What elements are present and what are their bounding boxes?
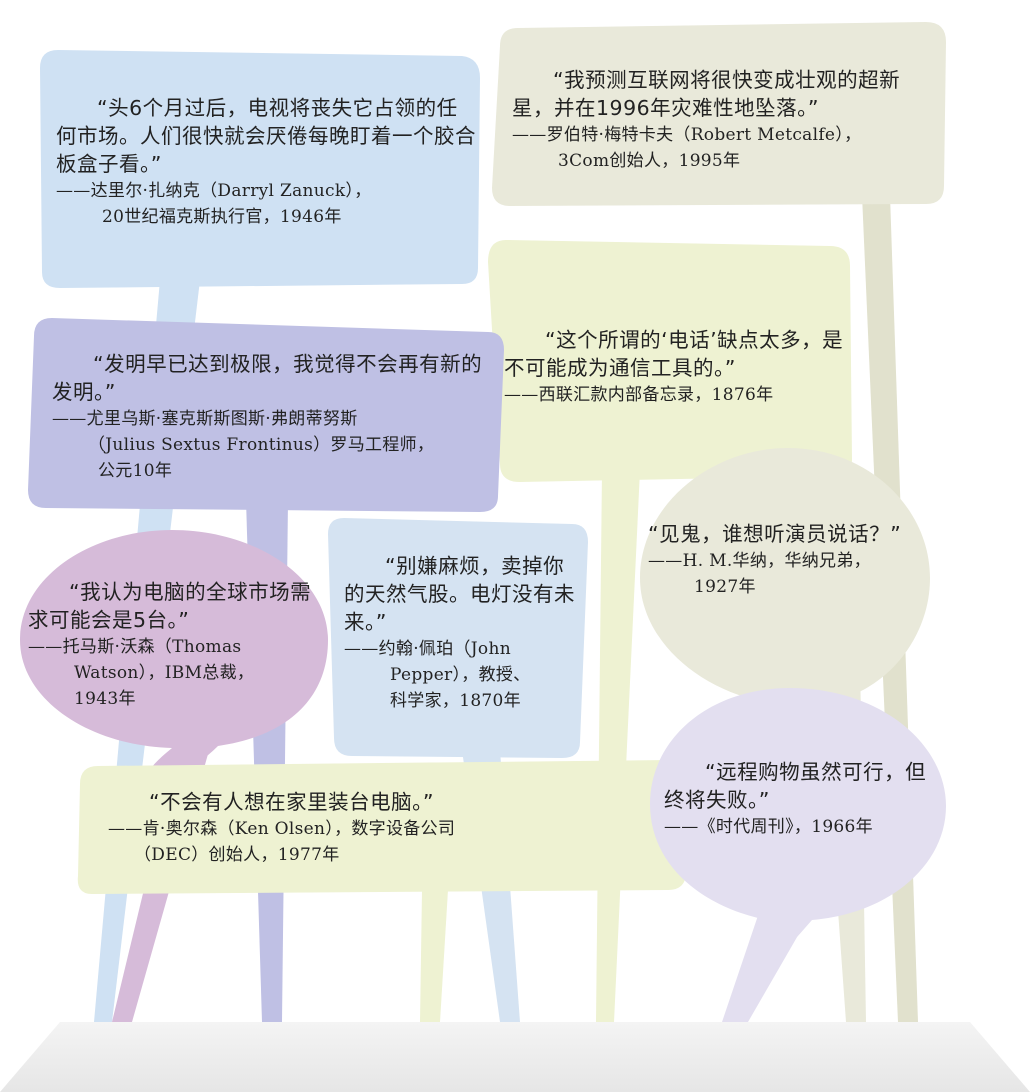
attribution-line: Watson），IBM总裁， xyxy=(74,663,255,683)
quote-attribution: ——达里尔·扎纳克（Darryl Zanuck）， 20世纪福克斯执行官，194… xyxy=(56,178,476,230)
pole-telephone xyxy=(596,470,640,1022)
bubble-shape-warner xyxy=(640,448,930,728)
quote-bubble-zanuck: “头6个月过后，电视将丧失它占领的任何市场。人们很快就会厌倦每晚盯着一个胶合板盒… xyxy=(56,94,476,230)
quote-bubble-watson: “我认为电脑的全球市场需求可能会是5台。” ——托马斯·沃森（Thomas Wa… xyxy=(28,578,314,712)
attribution-line: ——H. M.华纳，华纳兄弟， xyxy=(648,551,871,571)
quote-text: “头6个月过后，电视将丧失它占领的任何市场。人们很快就会厌倦每晚盯着一个胶合板盒… xyxy=(56,96,476,176)
quote-text: “见鬼，谁想听演员说话？” xyxy=(648,522,902,546)
attribution-line: ——尤里乌斯·塞克斯斯图斯·弗朗蒂努斯 xyxy=(52,409,358,429)
attribution-line: 科学家，1870年 xyxy=(390,691,521,711)
quote-bubble-time: “远程购物虽然可行，但终将失败。” ——《时代周刊》，1966年 xyxy=(664,758,942,840)
attribution-line: 20世纪福克斯执行官，1946年 xyxy=(102,207,342,227)
bubble-shape-zanuck xyxy=(40,50,480,288)
quote-text: “远程购物虽然可行，但终将失败。” xyxy=(664,760,927,812)
attribution-line: 1927年 xyxy=(694,577,756,597)
bubble-shape-pepper xyxy=(328,518,588,758)
attribution-line: ——约翰·佩珀（John xyxy=(344,639,511,659)
bubble-shape-olsen xyxy=(77,760,691,894)
bubble-shape-watson xyxy=(20,530,328,784)
attribution-line: （Julius Sextus Frontinus）罗马工程师， xyxy=(88,435,435,455)
bubble-shape-telephone xyxy=(488,240,852,482)
bubble-shape-time xyxy=(650,688,946,990)
quote-bubble-telephone: “这个所谓的‘电话’缺点太多，是不可能成为通信工具的。” ——西联汇款内部备忘录… xyxy=(504,326,848,408)
bubble-shape-frontinus xyxy=(28,318,504,512)
attribution-line: Pepper），教授、 xyxy=(390,665,531,685)
attribution-line: ——罗伯特·梅特卡夫（Robert Metcalfe）， xyxy=(512,125,862,145)
attribution-line: 公元10年 xyxy=(98,461,173,481)
quote-attribution: ——罗伯特·梅特卡夫（Robert Metcalfe）， 3Com创始人，199… xyxy=(512,122,936,174)
quote-attribution: ——托马斯·沃森（Thomas Watson），IBM总裁， 1943年 xyxy=(28,634,314,712)
quote-attribution: ——H. M.华纳，华纳兄弟， 1927年 xyxy=(648,548,918,600)
attribution-line: （DEC）创始人，1977年 xyxy=(134,845,340,865)
quote-text: “发明早已达到极限，我觉得不会再有新的发明。” xyxy=(52,352,483,404)
attribution-line: ——西联汇款内部备忘录，1876年 xyxy=(504,385,774,405)
attribution-line: 3Com创始人，1995年 xyxy=(558,151,741,171)
quote-bubble-frontinus: “发明早已达到极限，我觉得不会再有新的发明。” ——尤里乌斯·塞克斯斯图斯·弗朗… xyxy=(52,350,492,484)
attribution-line: ——《时代周刊》，1966年 xyxy=(664,817,873,837)
quote-text: “这个所谓的‘电话’缺点太多，是不可能成为通信工具的。” xyxy=(504,328,844,380)
floor-platform xyxy=(0,1022,1030,1092)
pole-olsen xyxy=(420,890,448,1022)
quote-bubble-warner: “见鬼，谁想听演员说话？” ——H. M.华纳，华纳兄弟， 1927年 xyxy=(648,520,918,600)
quote-attribution: ——肯·奥尔森（Ken Olsen），数字设备公司 （DEC）创始人，1977年 xyxy=(108,816,668,868)
quote-text: “别嫌麻烦，卖掉你的天然气股。电灯没有未来。” xyxy=(344,554,575,634)
quote-text: “我认为电脑的全球市场需求可能会是5台。” xyxy=(28,580,312,632)
quote-attribution: ——约翰·佩珀（John Pepper），教授、 科学家，1870年 xyxy=(344,636,576,714)
quote-bubble-metcalfe: “我预测互联网将很快变成壮观的超新星，并在1996年灾难性地坠落。” ——罗伯特… xyxy=(512,66,936,174)
quote-attribution: ——尤里乌斯·塞克斯斯图斯·弗朗蒂努斯 （Julius Sextus Front… xyxy=(52,406,492,484)
attribution-line: ——托马斯·沃森（Thomas xyxy=(28,637,242,657)
quote-text: “我预测互联网将很快变成壮观的超新星，并在1996年灾难性地坠落。” xyxy=(512,68,901,120)
quote-bubble-olsen: “不会有人想在家里装台电脑。” ——肯·奥尔森（Ken Olsen），数字设备公… xyxy=(108,788,668,868)
quote-bubble-pepper: “别嫌麻烦，卖掉你的天然气股。电灯没有未来。” ——约翰·佩珀（John Pep… xyxy=(344,552,576,714)
attribution-line: ——达里尔·扎纳克（Darryl Zanuck）， xyxy=(56,181,372,201)
quote-text: “不会有人想在家里装台电脑。” xyxy=(149,790,434,814)
bubble-shape-metcalfe xyxy=(492,22,946,206)
quote-attribution: ——西联汇款内部备忘录，1876年 xyxy=(504,382,848,408)
attribution-line: ——肯·奥尔森（Ken Olsen），数字设备公司 xyxy=(108,819,456,839)
attribution-line: 1943年 xyxy=(74,689,136,709)
quote-attribution: ——《时代周刊》，1966年 xyxy=(664,814,942,840)
